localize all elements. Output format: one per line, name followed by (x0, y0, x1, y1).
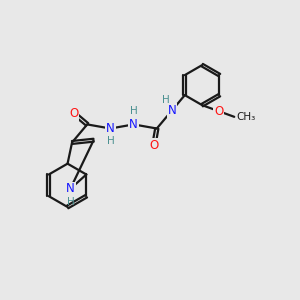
Text: N: N (129, 118, 138, 131)
Text: N: N (106, 122, 115, 135)
Text: N: N (168, 104, 176, 117)
Text: H: H (130, 106, 138, 116)
Text: N: N (66, 182, 75, 196)
Text: H: H (106, 136, 114, 146)
Text: O: O (149, 140, 158, 152)
Text: O: O (69, 106, 78, 120)
Text: O: O (214, 105, 224, 118)
Text: H: H (162, 95, 169, 105)
Text: CH₃: CH₃ (236, 112, 255, 122)
Text: H: H (67, 197, 75, 207)
